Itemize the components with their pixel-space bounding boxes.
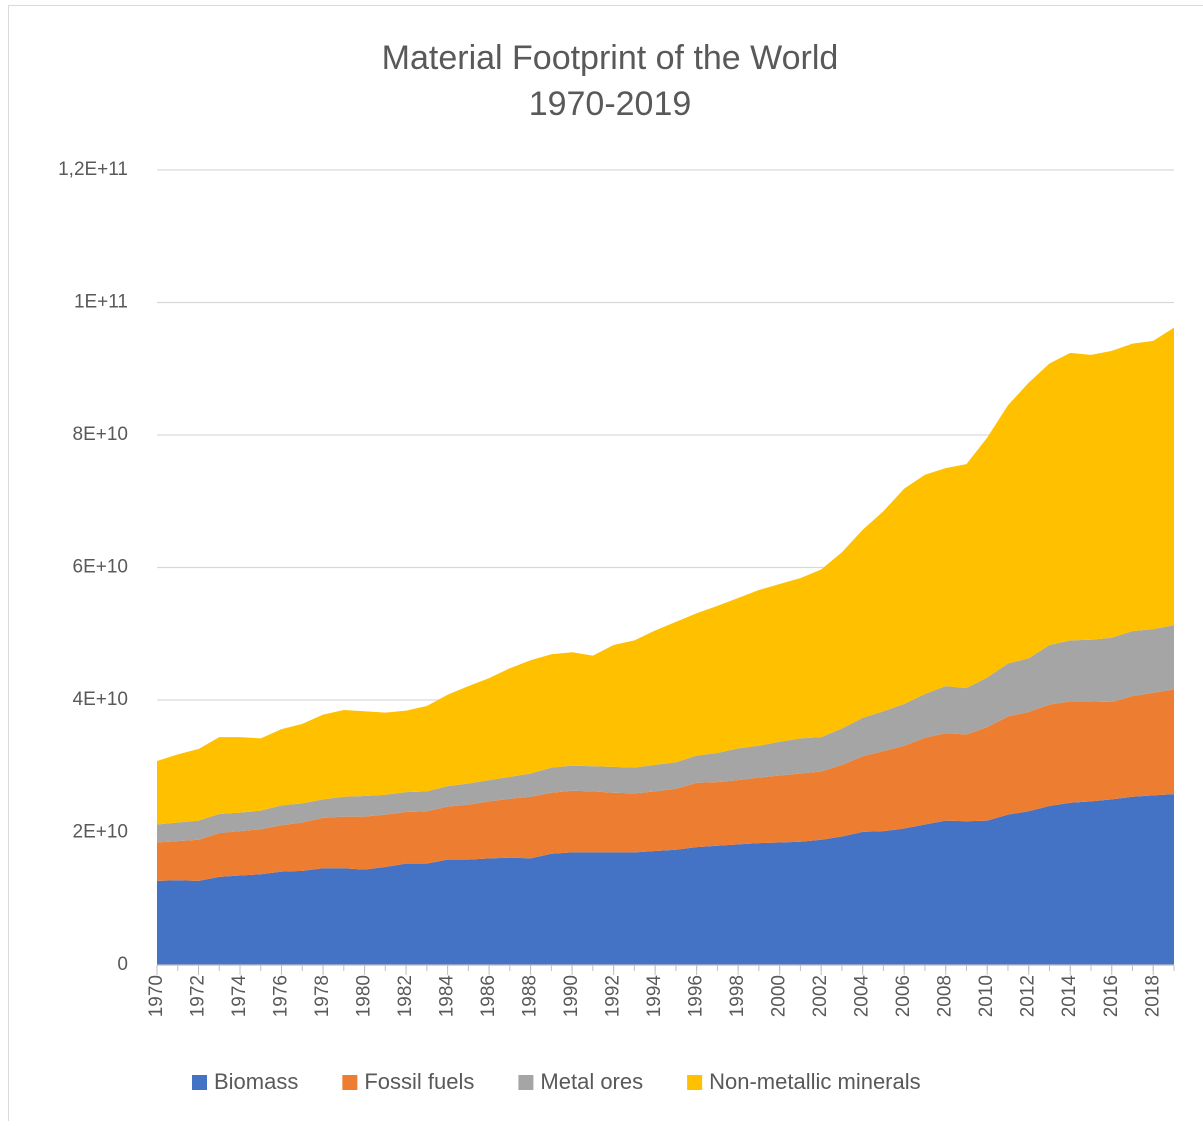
x-tick-label: 2014 [1059, 975, 1080, 1018]
y-tick-label: 1E+11 [74, 292, 128, 313]
x-tick-label: 2008 [935, 975, 956, 1017]
chart-title: Material Footprint of the World [382, 39, 839, 77]
legend-swatch [192, 1075, 207, 1090]
legend-label: Metal ores [540, 1069, 643, 1094]
x-tick-label: 1990 [561, 975, 582, 1017]
legend-label: Fossil fuels [364, 1069, 474, 1094]
legend-swatch [687, 1075, 702, 1090]
x-tick-label: 1988 [520, 975, 541, 1017]
x-tick-label: 1980 [354, 975, 375, 1017]
x-tick-label: 2016 [1101, 975, 1122, 1017]
y-tick-label: 8E+10 [73, 424, 128, 445]
y-tick-label: 6E+10 [73, 557, 128, 578]
legend-swatch [342, 1075, 357, 1090]
y-tick-label: 2E+10 [73, 822, 128, 843]
x-tick-label: 2006 [893, 975, 914, 1017]
x-tick-label: 1984 [437, 975, 458, 1018]
x-tick-label: 1992 [603, 975, 624, 1017]
x-tick-label: 1986 [478, 975, 499, 1017]
x-tick-label: 2018 [1142, 975, 1163, 1017]
x-tick-label: 2002 [810, 975, 831, 1017]
x-tick-label: 1974 [229, 975, 250, 1018]
x-tick-label: 1994 [644, 975, 665, 1018]
y-tick-label: 4E+10 [73, 689, 128, 710]
x-tick-label: 1996 [686, 975, 707, 1017]
x-tick-label: 2012 [1018, 975, 1039, 1017]
legend-label: Biomass [214, 1069, 298, 1094]
x-tick-label: 2000 [769, 975, 790, 1017]
y-tick-label: 0 [117, 954, 128, 975]
x-tick-label: 1982 [395, 975, 416, 1017]
legend-label: Non-metallic minerals [709, 1069, 921, 1094]
legend-swatch [518, 1075, 533, 1090]
y-tick-label: 1,2E+11 [58, 159, 128, 180]
x-tick-label: 2004 [852, 975, 873, 1018]
chart-subtitle: 1970-2019 [529, 85, 692, 123]
x-tick-label: 1998 [727, 975, 748, 1017]
x-tick-label: 1972 [188, 975, 209, 1017]
x-tick-label: 1970 [146, 975, 167, 1017]
x-tick-label: 1976 [271, 975, 292, 1017]
x-tick-label: 1978 [312, 975, 333, 1017]
x-tick-label: 2010 [976, 975, 997, 1017]
